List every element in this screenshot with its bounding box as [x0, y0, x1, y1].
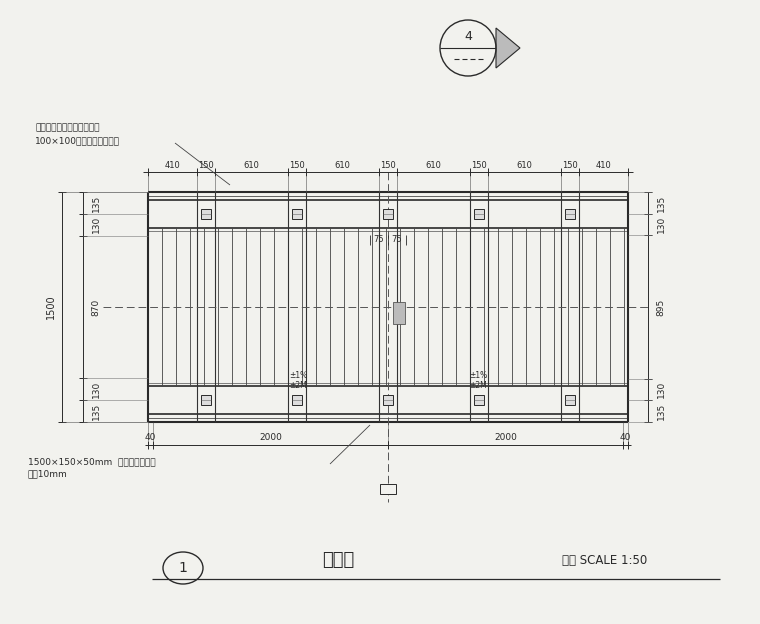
Text: 135: 135 — [91, 195, 100, 212]
Text: 130: 130 — [657, 216, 666, 233]
Bar — [383, 209, 393, 219]
Text: 870: 870 — [91, 298, 100, 316]
Text: 135: 135 — [657, 194, 666, 212]
Text: 610: 610 — [334, 160, 350, 170]
Bar — [393, 302, 405, 324]
Text: ±1%: ±1% — [469, 371, 487, 381]
Text: 150: 150 — [562, 160, 578, 170]
Bar — [565, 209, 575, 219]
Text: 150: 150 — [471, 160, 487, 170]
Text: 留缝10mm: 留缝10mm — [28, 469, 68, 479]
Bar — [292, 209, 302, 219]
Text: 130: 130 — [657, 381, 666, 398]
Bar — [292, 395, 302, 405]
Text: 1500: 1500 — [46, 295, 56, 319]
Text: 比例 SCALE 1:50: 比例 SCALE 1:50 — [562, 553, 648, 567]
Text: 135: 135 — [657, 402, 666, 420]
Text: 150: 150 — [289, 160, 305, 170]
Text: 610: 610 — [426, 160, 442, 170]
Text: 1: 1 — [179, 561, 188, 575]
Text: 130: 130 — [91, 381, 100, 397]
Text: ±2M: ±2M — [469, 381, 487, 389]
Polygon shape — [496, 28, 520, 68]
Text: 40: 40 — [144, 434, 156, 442]
Text: 610: 610 — [517, 160, 533, 170]
Text: 4: 4 — [464, 29, 472, 42]
Bar — [380, 484, 396, 494]
Text: 150: 150 — [198, 160, 214, 170]
Text: 100×100椿子栏际扶木立柱: 100×100椿子栏际扶木立柱 — [35, 137, 120, 145]
Text: 150: 150 — [380, 160, 396, 170]
Text: 2000: 2000 — [494, 434, 517, 442]
Text: 铁预固定件外侧黑色氟碳漆: 铁预固定件外侧黑色氟碳漆 — [35, 124, 100, 132]
Text: 40: 40 — [620, 434, 632, 442]
Bar — [201, 395, 211, 405]
Text: ±1%: ±1% — [289, 371, 307, 381]
Bar — [565, 395, 575, 405]
Text: 平面图: 平面图 — [322, 551, 354, 569]
Bar — [383, 395, 393, 405]
Text: 410: 410 — [596, 160, 611, 170]
Text: 895: 895 — [657, 298, 666, 316]
Text: 610: 610 — [244, 160, 259, 170]
Bar — [474, 209, 484, 219]
Text: 1500×150×50mm  椿子栏防漏水板: 1500×150×50mm 椿子栏防漏水板 — [28, 457, 156, 467]
Bar — [201, 209, 211, 219]
Text: 130: 130 — [91, 217, 100, 233]
Text: 135: 135 — [91, 402, 100, 419]
Text: 410: 410 — [165, 160, 180, 170]
Bar — [474, 395, 484, 405]
Text: 2000: 2000 — [259, 434, 282, 442]
Text: 75: 75 — [374, 235, 385, 245]
Text: 75: 75 — [391, 235, 402, 245]
Text: ±2M: ±2M — [289, 381, 307, 389]
